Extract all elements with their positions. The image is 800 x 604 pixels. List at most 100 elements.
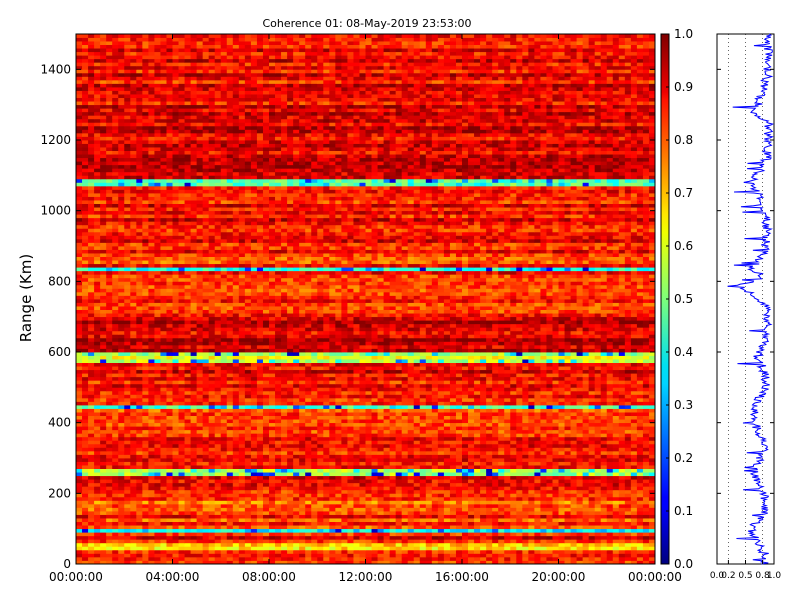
heatmap-cell	[468, 401, 475, 406]
heatmap-cell	[401, 514, 409, 519]
heatmap-cell	[510, 383, 517, 388]
heatmap-cell	[142, 387, 149, 392]
heatmap-cell	[642, 380, 650, 385]
heatmap-cell	[492, 440, 499, 445]
heatmap-cell	[431, 433, 439, 438]
heatmap-cell	[582, 556, 590, 561]
heatmap-cell	[546, 443, 553, 448]
heatmap-cell	[226, 496, 234, 501]
heatmap-cell	[552, 507, 559, 512]
heatmap-cell	[474, 450, 481, 455]
heatmap-cell	[275, 383, 282, 388]
heatmap-cell	[395, 521, 403, 526]
heatmap-cell	[395, 426, 403, 431]
heatmap-cell	[299, 443, 306, 448]
heatmap-cell	[480, 415, 487, 420]
heatmap-cell	[480, 521, 487, 526]
heatmap-cell	[244, 507, 252, 512]
heatmap-cell	[510, 422, 517, 427]
heatmap-cell	[425, 560, 433, 565]
heatmap-cell	[100, 419, 107, 424]
heatmap-cell	[202, 500, 210, 505]
heatmap-cell	[648, 433, 656, 438]
heatmap-cell	[498, 415, 505, 420]
heatmap-cell	[401, 440, 409, 445]
heatmap-cell	[558, 454, 565, 459]
heatmap-cell	[570, 503, 577, 508]
heatmap-cell	[552, 549, 559, 554]
heatmap-cell	[468, 535, 475, 540]
heatmap-cell	[395, 429, 403, 434]
heatmap-cell	[425, 390, 433, 395]
heatmap-cell	[630, 546, 638, 551]
heatmap-cell	[600, 468, 608, 473]
heatmap-cell	[232, 422, 240, 427]
heatmap-cell	[323, 436, 330, 441]
heatmap-cell	[172, 482, 179, 487]
heatmap-cell	[401, 419, 409, 424]
heatmap-cell	[202, 511, 210, 515]
heatmap-cell	[335, 429, 342, 434]
heatmap-cell	[636, 496, 644, 501]
heatmap-cell	[395, 496, 403, 501]
heatmap-cell	[546, 486, 553, 491]
heatmap-cell	[425, 380, 433, 385]
heatmap-cell	[184, 549, 191, 554]
heatmap-cell	[335, 401, 342, 406]
heatmap-cell	[311, 412, 318, 416]
heatmap-cell	[154, 549, 161, 554]
heatmap-cell	[341, 408, 348, 413]
heatmap-cell	[112, 380, 119, 385]
heatmap-cell	[335, 507, 342, 512]
heatmap-cell	[76, 503, 83, 508]
heatmap-cell	[600, 535, 608, 540]
heatmap-cell	[202, 521, 210, 526]
heatmap-cell	[516, 408, 523, 413]
heatmap-cell	[184, 500, 191, 505]
heatmap-cell	[498, 447, 505, 452]
heatmap-cell	[492, 493, 499, 498]
heatmap-cell	[413, 532, 421, 537]
heatmap-cell	[347, 511, 354, 515]
heatmap-cell	[528, 422, 535, 427]
heatmap-cell	[624, 387, 632, 392]
heatmap-cell	[546, 405, 553, 409]
heatmap-cell	[582, 390, 590, 395]
heatmap-cell	[389, 475, 397, 480]
heatmap-cell	[275, 443, 282, 448]
heatmap-cell	[202, 503, 210, 508]
heatmap-cell	[636, 528, 644, 533]
heatmap-cell	[516, 542, 523, 547]
heatmap-cell	[546, 419, 553, 424]
heatmap-cell	[510, 528, 517, 533]
heatmap-cell	[172, 514, 179, 519]
heatmap-cell	[238, 387, 246, 392]
heatmap-cell	[166, 507, 173, 512]
heatmap-cell	[407, 535, 415, 540]
heatmap-cell	[160, 521, 167, 526]
heatmap-cell	[136, 401, 143, 406]
heatmap-cell	[510, 518, 517, 522]
heatmap-cell	[154, 489, 161, 494]
heatmap-cell	[76, 500, 83, 505]
heatmap-cell	[534, 507, 541, 512]
heatmap-cell	[244, 560, 252, 565]
heatmap-cell	[419, 496, 427, 501]
heatmap-cell	[462, 422, 469, 427]
heatmap-cell	[353, 405, 360, 409]
heatmap-cell	[190, 518, 198, 522]
heatmap-cell	[606, 521, 614, 526]
heatmap-cell	[618, 419, 626, 424]
heatmap-cell	[341, 482, 348, 487]
heatmap-cell	[540, 447, 547, 452]
heatmap-cell	[365, 489, 372, 494]
heatmap-cell	[94, 556, 101, 561]
heatmap-cell	[166, 419, 173, 424]
heatmap-cell	[558, 408, 565, 413]
heatmap-cell	[576, 518, 584, 522]
heatmap-cell	[522, 397, 529, 402]
heatmap-cell	[443, 458, 451, 462]
heatmap-cell	[462, 479, 469, 484]
heatmap-cell	[636, 482, 644, 487]
heatmap-cell	[407, 511, 415, 515]
